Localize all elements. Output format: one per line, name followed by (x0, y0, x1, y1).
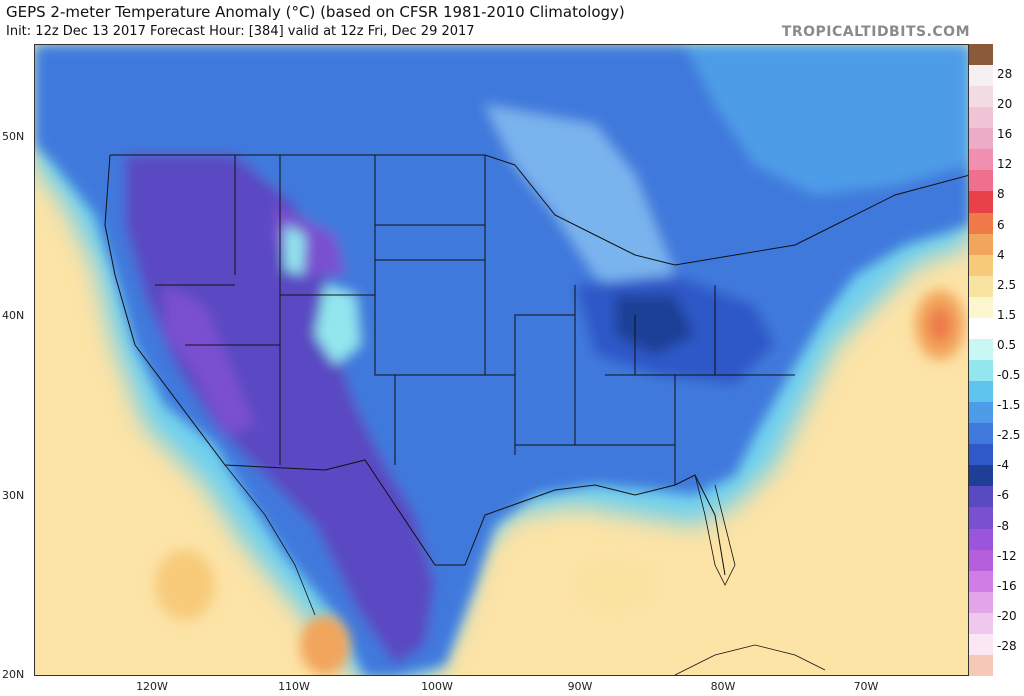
colorbar-swatch (969, 233, 993, 256)
lat-label-50n: 50N (2, 130, 25, 143)
colorbar-label: -4 (997, 458, 1009, 473)
colorbar-swatch (969, 317, 993, 340)
brand-watermark: TROPICALTIDBITS.COM (781, 24, 970, 40)
colorbar-swatch (969, 486, 993, 508)
colorbar-label: -8 (997, 518, 1009, 533)
colorbar-swatch (969, 423, 993, 445)
colorbar-label: -28 (997, 638, 1017, 653)
colorbar-label: -1.5 (997, 398, 1021, 413)
colorbar-label: 20 (997, 97, 1013, 112)
anomaly-map-canvas (35, 45, 968, 675)
colorbar-swatch (969, 254, 993, 277)
colorbar-swatch (969, 191, 993, 214)
colorbar-label: -12 (997, 548, 1017, 563)
colorbar-legend: 28 20 16 12 8 6 4 2.5 1.5 0.5 -0.5 -1.5 -2.5 -4 -6 -8 -1… (969, 44, 1024, 677)
colorbar-label: 6 (997, 217, 1005, 232)
colorbar-swatch (969, 528, 993, 551)
colorbar-swatch (969, 549, 993, 572)
colorbar-swatch (969, 654, 993, 677)
colorbar-label: 16 (997, 127, 1013, 142)
lat-label-40n: 40N (2, 309, 25, 322)
colorbar-label: -16 (997, 578, 1017, 593)
colorbar-swatch (969, 402, 993, 424)
colorbar-swatch (969, 128, 993, 150)
colorbar-label: -20 (997, 608, 1017, 623)
colorbar-label: 4 (997, 247, 1005, 262)
lon-label-100w: 100W (421, 680, 453, 693)
warm-anomaly-pockets (155, 290, 965, 675)
political-borders (104, 154, 968, 576)
colorbar-label: -6 (997, 488, 1009, 503)
colorbar-swatch (969, 170, 993, 192)
colorbar-swatch (969, 507, 993, 530)
map-title: GEPS 2-meter Temperature Anomaly (°C) (b… (6, 3, 625, 21)
colorbar-label: 1.5 (997, 307, 1017, 322)
colorbar-label: -2.5 (997, 428, 1021, 443)
colorbar-swatch (969, 86, 993, 108)
colorbar-label: 0.5 (997, 337, 1017, 352)
colorbar-swatch (969, 44, 993, 66)
colorbar-swatch (969, 591, 993, 614)
colorbar-swatch (969, 212, 993, 235)
lon-label-90w: 90W (567, 680, 593, 693)
colorbar-label: 8 (997, 187, 1005, 202)
colorbar-label: 2.5 (997, 277, 1017, 292)
colorbar-swatch (969, 381, 993, 403)
colorbar-swatch (969, 633, 993, 656)
colorbar-swatch (969, 149, 993, 171)
colorbar-swatch (969, 444, 993, 466)
colorbar-swatch (969, 296, 993, 319)
coastlines (224, 464, 826, 675)
lat-label-20n: 20N (2, 668, 25, 681)
lon-label-120w: 120W (136, 680, 168, 693)
colorbar-swatch (969, 570, 993, 593)
map-subtitle: Init: 12z Dec 13 2017 Forecast Hour: [38… (6, 24, 475, 39)
colorbar-label: 28 (997, 67, 1013, 82)
colorbar-swatch (969, 360, 993, 382)
colorbar-label: -0.5 (997, 368, 1021, 383)
lon-label-110w: 110W (278, 680, 310, 693)
colorbar-swatch (969, 465, 993, 487)
lon-label-80w: 80W (710, 680, 736, 693)
anomaly-map (34, 44, 969, 676)
lat-label-30n: 30N (2, 489, 25, 502)
colorbar-swatch (969, 107, 993, 129)
colorbar-swatch (969, 65, 993, 87)
colorbar-label: 12 (997, 157, 1013, 172)
colorbar-swatch (969, 338, 993, 361)
lon-label-70w: 70W (853, 680, 879, 693)
colorbar-swatch (969, 275, 993, 298)
colorbar-swatch (969, 612, 993, 635)
